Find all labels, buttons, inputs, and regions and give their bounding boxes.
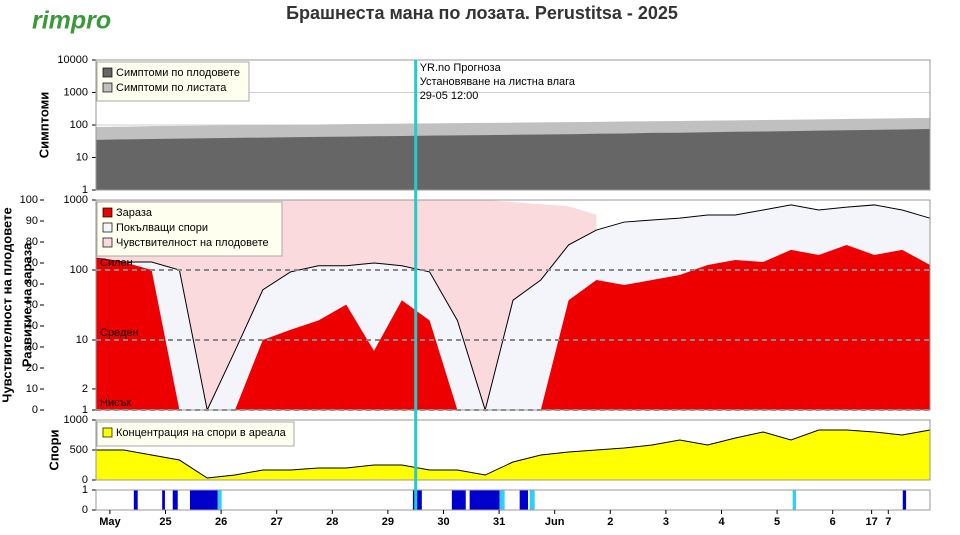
legend-swatch xyxy=(102,207,113,218)
x-tick-label: 17 xyxy=(865,516,877,528)
threshold-label: Нисък xyxy=(100,397,131,409)
y-tick-label: 2 xyxy=(82,383,88,395)
y2-tick-label: 40 xyxy=(26,320,38,332)
y2-tick-label: 20 xyxy=(26,362,38,374)
legend-box xyxy=(96,61,250,102)
y2-tick-label: 30 xyxy=(26,341,38,353)
y-tick-label: 1 xyxy=(82,184,88,196)
threshold-label: Силен xyxy=(100,257,133,269)
y2-tick-label: 0 xyxy=(32,404,38,416)
forecast-label: 29-05 12:00 xyxy=(420,90,479,102)
plot-area xyxy=(96,490,930,510)
area xyxy=(96,430,930,480)
forecast-label: YR.no Прогноза xyxy=(420,62,502,74)
y2-tick-label: 60 xyxy=(26,278,38,290)
y-tick-label: 1 xyxy=(82,404,88,416)
legend-label: Чувствителност на плодовете xyxy=(116,237,269,249)
legend-label: Покълващи спори xyxy=(116,222,208,234)
legend-label: Симптоми по листата xyxy=(116,82,227,94)
wetness-bar xyxy=(469,490,500,510)
threshold-label: Среден xyxy=(100,327,139,339)
y-tick-label: 100 xyxy=(70,264,88,276)
logo: rimpro xyxy=(32,7,111,35)
wetness-bar xyxy=(412,490,422,510)
y-tick-label: 500 xyxy=(70,444,88,456)
y2-tick-label: 100 xyxy=(20,194,38,206)
x-tick-label: 4 xyxy=(718,516,725,528)
area xyxy=(96,244,930,410)
wetness-bar xyxy=(162,490,165,510)
plot-border xyxy=(95,199,931,411)
line xyxy=(96,429,931,479)
forecast-label: Установяване на листна влага xyxy=(420,76,576,88)
y2-tick-label: 70 xyxy=(26,257,38,269)
wetness-bar xyxy=(451,490,466,510)
x-tick-label: 26 xyxy=(215,516,227,528)
y-axis-label: Спори xyxy=(46,429,61,470)
legend-box xyxy=(96,421,295,447)
x-tick-label: 27 xyxy=(271,516,283,528)
y-tick-label: 1000 xyxy=(64,414,88,426)
x-tick-label: May xyxy=(99,516,121,528)
y2-tick-label: 90 xyxy=(26,215,38,227)
x-tick-label: 5 xyxy=(774,516,780,528)
legend-swatch xyxy=(102,67,113,78)
x-tick-label: 6 xyxy=(830,516,836,528)
chart-title: Брашнеста мана по лозата. Perustitsa - 2… xyxy=(286,3,678,23)
x-tick-label: 25 xyxy=(159,516,171,528)
y-axis-label: Симптоми xyxy=(36,92,51,158)
x-tick-label: 3 xyxy=(663,516,669,528)
x-tick-label: 7 xyxy=(885,516,891,528)
wetness-bar xyxy=(172,490,178,510)
legend: Концентрация на спори в ареала xyxy=(96,421,295,447)
x-tick-label: 29 xyxy=(382,516,394,528)
legend-label: Симптоми по плодовете xyxy=(116,67,240,79)
y-tick-label: 0 xyxy=(82,504,88,516)
x-tick-label: Jun xyxy=(545,516,565,528)
y-tick-label: 1000 xyxy=(64,194,88,206)
legend-swatch xyxy=(102,427,113,438)
y-axis-label: Развитие на зараза xyxy=(19,242,34,367)
y2-tick-label: 10 xyxy=(26,383,38,395)
y-tick-label: 100 xyxy=(70,119,88,131)
y-tick-label: 10 xyxy=(76,334,88,346)
x-tick-label: 30 xyxy=(437,516,449,528)
legend-swatch xyxy=(102,237,113,248)
wetness-bar xyxy=(133,490,138,510)
wetness-bar xyxy=(217,490,222,510)
wetness-bar xyxy=(902,490,907,510)
wetness-bar xyxy=(792,490,797,510)
wetness-bar xyxy=(529,490,535,510)
legend-label: Концентрация на спори в ареала xyxy=(116,427,287,439)
y-tick-label: 10 xyxy=(76,151,88,163)
legend: Зараза Покълващи спори Чувствителност на п… xyxy=(96,201,283,257)
y-tick-label: 10000 xyxy=(57,54,88,66)
plot-border xyxy=(95,419,931,481)
y2-axis-label: Чувствителност на плодовете xyxy=(0,207,14,402)
y-tick-label: 1 xyxy=(82,484,88,496)
wetness-bar xyxy=(519,490,529,510)
wetness-bar xyxy=(189,490,218,510)
y2-tick-label: 50 xyxy=(26,299,38,311)
area xyxy=(96,129,930,190)
line xyxy=(95,204,931,412)
plot-border xyxy=(95,59,931,191)
legend-swatch xyxy=(102,222,113,233)
wetness-bar xyxy=(499,490,505,510)
x-tick-label: 31 xyxy=(493,516,505,528)
legend-box xyxy=(96,201,283,257)
x-tick-label: 2 xyxy=(607,516,613,528)
y-tick-label: 0 xyxy=(82,474,88,486)
legend-swatch xyxy=(102,82,113,93)
plot-border xyxy=(95,489,931,511)
legend-label: Зараза xyxy=(116,207,153,219)
legend: Симптоми по плодовете Симптоми по листата xyxy=(96,61,250,102)
x-tick-label: 28 xyxy=(326,516,338,528)
y-tick-label: 1000 xyxy=(64,86,88,98)
y2-tick-label: 80 xyxy=(26,236,38,248)
